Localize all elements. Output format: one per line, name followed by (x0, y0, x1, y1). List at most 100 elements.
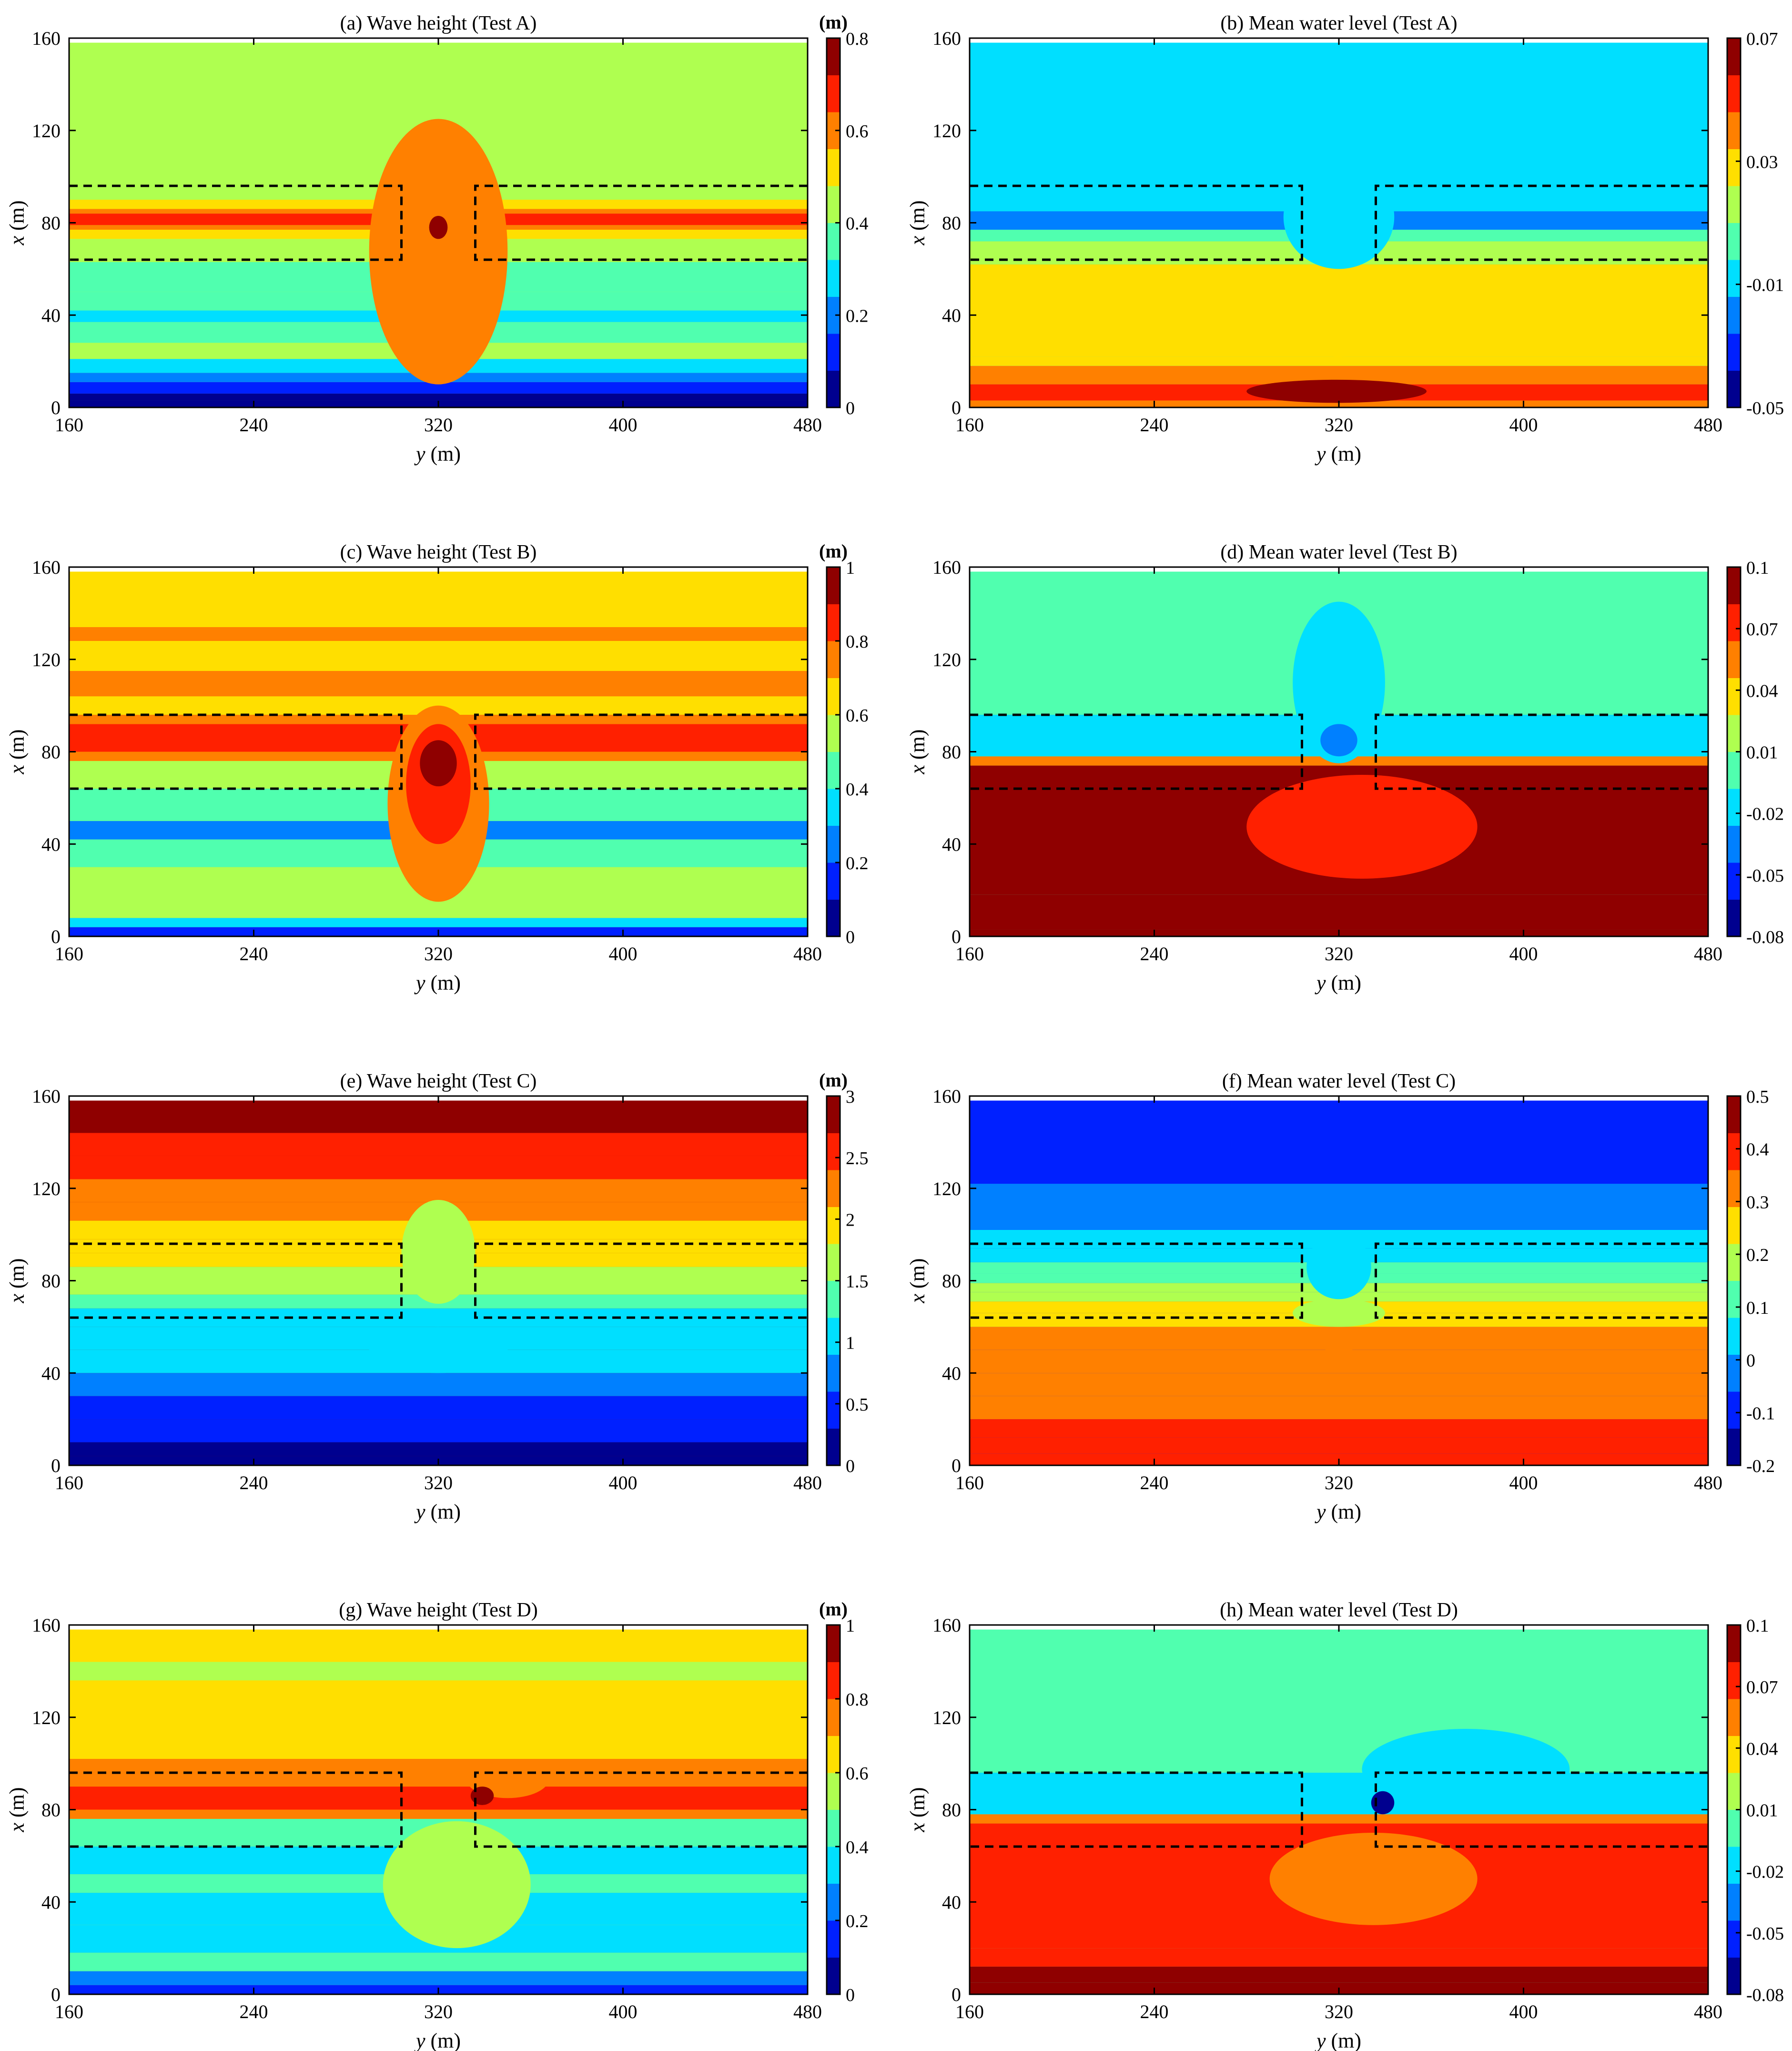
x-tick-label: 240 (240, 1472, 268, 1493)
x-axis-label: y (m) (414, 442, 461, 466)
contour-band (69, 1680, 808, 1759)
x-axis-label: y (m) (1315, 2029, 1361, 2051)
contour-field (69, 1096, 808, 1465)
x-tick-label: 160 (955, 2001, 984, 2022)
colorbar-tick-label: 0.8 (846, 29, 869, 49)
colorbar-segment (827, 1662, 840, 1699)
panel-b: (b) Mean water level (Test A) 160 240 320 40… (906, 12, 1784, 466)
colorbar-tick-label: 1 (846, 1616, 855, 1636)
x-tick-label: 400 (609, 943, 638, 965)
contour-band (970, 1966, 1708, 1983)
contour-band (69, 1373, 808, 1396)
x-tick-label: 160 (55, 2001, 83, 2022)
colorbar-tick-label: 2.5 (846, 1148, 869, 1168)
colorbar-segment (1727, 863, 1741, 900)
y-tick-label: 160 (32, 1086, 61, 1107)
colorbar-segment (1727, 899, 1741, 937)
hotspot (420, 740, 457, 787)
x-tick-label: 400 (1509, 414, 1538, 436)
gap-plume-core (1293, 601, 1385, 763)
x-tick-label: 400 (1509, 943, 1538, 965)
breakwater-right-outline (1375, 1242, 1708, 1319)
y-tick-label: 80 (942, 213, 961, 234)
colorbar-segment (827, 678, 840, 715)
y-tick-label: 120 (32, 1707, 61, 1728)
hotspot (1246, 379, 1427, 403)
contour-band (69, 1773, 808, 1787)
contour-band (69, 1442, 808, 1456)
contour-field (970, 567, 1708, 936)
colorbar-segment (827, 186, 840, 223)
colorbar-segment (1727, 1773, 1741, 1810)
colorbar-segment (1727, 1662, 1741, 1699)
colorbar-tick-label: 0 (1746, 1351, 1755, 1371)
y-tick-label: 80 (41, 1270, 61, 1292)
colorbar-segment (827, 223, 840, 260)
contour-band (69, 1629, 808, 1662)
y-tick-label: 80 (942, 1270, 961, 1292)
colorbar-segment (1727, 1318, 1741, 1355)
gap-plume (1293, 1299, 1385, 1327)
colorbar-tick-label: -0.05 (1746, 866, 1784, 886)
contour-band (970, 356, 1708, 366)
y-tick-label: 120 (932, 120, 961, 142)
x-tick-label: 160 (955, 414, 984, 436)
colorbar-segment (1727, 75, 1741, 112)
y-tick-label: 160 (932, 557, 961, 578)
x-tick-label: 240 (1140, 414, 1169, 436)
panel-c: (c) Wave height (Test B)160 240 320 400 4800… (5, 540, 869, 995)
x-tick-label: 320 (1325, 414, 1353, 436)
x-tick-label: 400 (609, 414, 638, 436)
colorbar: 0 0.5 1 1.5 2 2.5 3(m) (819, 1069, 868, 1476)
contour-band (970, 1773, 1708, 1815)
y-tick-label: 40 (942, 1362, 961, 1384)
x-tick-label: 320 (1325, 1472, 1353, 1493)
x-tick-label: 240 (240, 414, 268, 436)
colorbar-segment (827, 38, 840, 75)
colorbar-segment (827, 751, 840, 789)
contour-band (69, 1100, 808, 1115)
panel-a: (a) Wave height (Test A)160 240 320 400 4800… (5, 11, 869, 466)
y-axis-label: x (m) (5, 1258, 29, 1303)
y-tick-label: 160 (932, 1614, 961, 1636)
gap-plume-core (1306, 1234, 1371, 1300)
colorbar-tick-label: -0.08 (1746, 1985, 1784, 2005)
colorbar-segment (1727, 1207, 1741, 1244)
contour-band (970, 1100, 1708, 1128)
contour-band (69, 1179, 808, 1202)
colorbar-segment (827, 1736, 840, 1773)
colorbar-segment (1727, 1920, 1741, 1958)
colorbar-tick-label: 0.07 (1746, 29, 1778, 49)
colorbar-segment (1727, 1244, 1741, 1281)
colorbar-tick-label: 0.01 (1746, 1801, 1778, 1821)
colorbar-tick-label: 0.01 (1746, 743, 1778, 763)
colorbar-segment (827, 1354, 840, 1392)
colorbar-frame (826, 1624, 841, 1995)
colorbar-segment (1727, 260, 1741, 297)
colorbar-segment (1727, 112, 1741, 149)
colorbar-unit: (m) (819, 1069, 848, 1091)
colorbar-tick-label: 0.03 (1746, 152, 1778, 172)
colorbar-tick-label: 0 (846, 927, 855, 947)
contour-band (69, 1787, 808, 1810)
y-tick-label: 120 (32, 1178, 61, 1199)
colorbar-segment (827, 1318, 840, 1355)
colorbar-tick-label: 0.6 (846, 1764, 869, 1784)
colorbar-segment (1727, 1699, 1741, 1736)
colorbar-segment (827, 334, 840, 371)
colorbar-segment (827, 1699, 840, 1736)
y-tick-label: 80 (942, 741, 961, 763)
colorbar-tick-label: 0.5 (846, 1395, 869, 1415)
hotspot (429, 215, 448, 239)
colorbar-tick-label: 0.1 (1746, 558, 1769, 578)
colorbar-segment (827, 370, 840, 408)
y-axis-label: x (m) (5, 729, 29, 774)
contour-band (970, 1128, 1708, 1156)
colorbar-tick-label: 0.8 (846, 1690, 869, 1710)
breakwater-right-outline (474, 1771, 808, 1848)
colorbar-segment (1727, 567, 1741, 604)
colorbar-segment (827, 1244, 840, 1281)
contour-band (970, 1156, 1708, 1184)
colorbar-segment (827, 1207, 840, 1244)
colorbar-segment (827, 1625, 840, 1662)
